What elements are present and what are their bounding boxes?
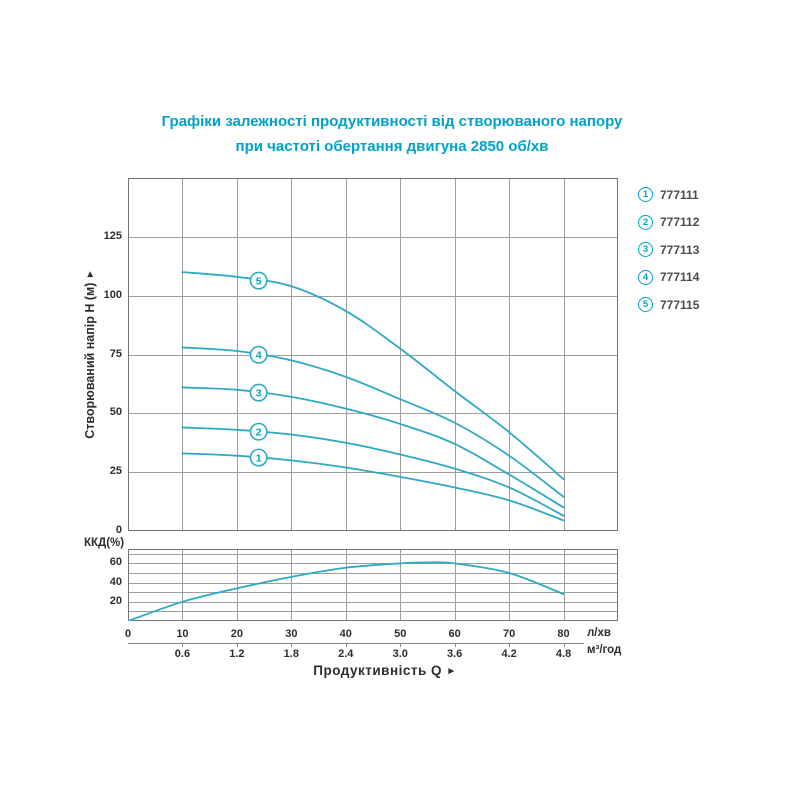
x-axis-arrow-icon: ►: [446, 666, 457, 677]
x-tick-label-lmin: 30: [285, 628, 298, 640]
x-tick-label-lmin: 50: [394, 628, 407, 640]
x-tick-label-m3h: 3.0: [392, 648, 408, 660]
x-tick-label-m3h: 0.6: [174, 648, 191, 660]
m3h-scale-line: [128, 643, 584, 644]
y-tick-label-efficiency: 20: [109, 594, 122, 607]
curve-marker-number: 3: [256, 387, 262, 399]
m3h-scale-tick: [182, 643, 184, 647]
m3h-scale-tick: [236, 643, 238, 647]
x-tick-label-lmin: 80: [557, 628, 570, 640]
m3h-scale-tick: [291, 643, 293, 647]
head-flow-chart: 1 2 3 4 5: [128, 178, 618, 531]
curve-777114: [181, 346, 565, 498]
legend-marker-4: 4: [638, 269, 653, 285]
efficiency-axis-label: ККД(%): [84, 537, 125, 549]
curve-marker-circle: [249, 345, 268, 364]
chart-title: Графіки залежності продуктивності від ст…: [0, 109, 784, 159]
y-tick-label-head: 25: [109, 465, 122, 478]
m3h-scale-tick: [563, 643, 565, 647]
y-tick-label-efficiency: 40: [109, 575, 122, 588]
legend-code: 777112: [660, 215, 700, 229]
legend-code: 777111: [660, 187, 699, 202]
curve-marker-number: 4: [256, 350, 262, 362]
curve-marker-circle: [249, 422, 268, 441]
x-tick-label-lmin: 10: [176, 628, 189, 640]
curve-ККД: [128, 561, 565, 621]
legend: 1 777111 2 777112 3 777113 4 777114 5 77…: [638, 186, 699, 324]
x-axis-title: Продуктивність Q ►: [0, 663, 770, 678]
legend-marker-1: 1: [638, 187, 653, 202]
curve-777112: [181, 426, 565, 517]
legend-item: 3 777113: [638, 241, 699, 258]
m3h-scale-tick: [345, 643, 347, 647]
m3h-scale-tick: [454, 643, 456, 647]
x-tick-label-lmin: 0: [124, 628, 132, 640]
y-tick-label-head: 75: [109, 347, 122, 360]
curve-marker-number: 5: [256, 275, 262, 287]
x-axis-title-text: Продуктивність Q: [313, 663, 443, 678]
m3h-scale-tick: [509, 643, 511, 647]
x-tick-label-m3h: 4.2: [501, 648, 517, 660]
x-tick-label-lmin: 20: [230, 628, 243, 640]
x-tick-label-m3h: 1.8: [283, 648, 299, 660]
x-tick-label-lmin: 60: [448, 628, 461, 640]
curve-777115: [181, 271, 565, 481]
chart-border: [128, 178, 618, 531]
x-tick-label-lmin: 40: [339, 628, 352, 640]
legend-code: 777114: [660, 270, 700, 284]
curve-777113: [181, 386, 565, 509]
curve-777111: [181, 452, 565, 522]
y-axis-arrow-icon: ►: [85, 269, 96, 280]
chart-title-line2: при частоті обертання двигуна 2850 об/хв: [235, 138, 549, 155]
x-tick-label-lmin: 70: [502, 628, 516, 640]
legend-item: 2 777112: [638, 214, 699, 231]
y-tick-label-head: 50: [109, 406, 122, 419]
unit-m3h-label: м³/год: [587, 644, 622, 656]
curve-marker-number: 2: [256, 426, 262, 438]
legend-code: 777115: [660, 297, 700, 312]
unit-lmin-label: л/хв: [587, 627, 611, 639]
chart-border: [128, 549, 618, 621]
curve-marker-circle: [249, 271, 268, 290]
x-tick-label-m3h: 2.4: [338, 648, 354, 660]
legend-item: 1 777111: [638, 186, 699, 203]
y-tick-label-efficiency: 60: [109, 556, 122, 569]
curve-marker-circle: [249, 383, 268, 402]
legend-marker-3: 3: [638, 242, 653, 257]
chart-title-line1: Графіки залежності продуктивності від ст…: [161, 113, 623, 130]
m3h-scale-tick: [400, 643, 402, 647]
x-tick-label-m3h: 1.2: [229, 648, 245, 660]
y-tick-label-head: 0: [115, 524, 122, 536]
x-tick-label-m3h: 4.8: [555, 648, 572, 660]
efficiency-chart: [128, 549, 618, 621]
legend-item: 4 777114: [638, 269, 699, 286]
x-tick-label-m3h: 3.6: [447, 648, 463, 660]
curve-marker-number: 1: [256, 452, 262, 464]
legend-code: 777113: [660, 242, 700, 257]
curve-marker-circle: [249, 448, 268, 467]
legend-item: 5 777115: [638, 296, 699, 313]
y-tick-label-head: 100: [103, 288, 122, 301]
y-tick-label-head: 125: [103, 229, 122, 242]
legend-marker-5: 5: [638, 297, 653, 312]
legend-marker-2: 2: [638, 214, 653, 230]
